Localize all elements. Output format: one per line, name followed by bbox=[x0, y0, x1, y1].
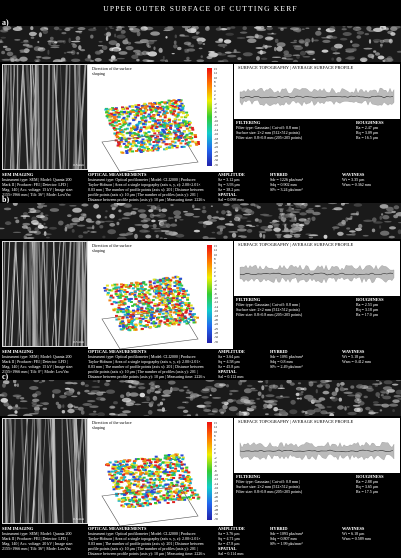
figure-title: UPPER OUTER SURFACE OF CUTTING KERF bbox=[0, 4, 401, 13]
amplitude-line: Sal = 0.112 mm bbox=[218, 374, 268, 379]
hybrid-line: SPc = 1.99 pks/mm² bbox=[270, 541, 332, 546]
filtering-line: Filter size: 0.8×0.8 mm (205×205 points) bbox=[236, 135, 302, 140]
topography-3d-panel: Direction of the surface shaping bbox=[88, 64, 203, 172]
colorbar-tick: -16 bbox=[214, 486, 218, 490]
colorbar-gradient bbox=[207, 245, 212, 343]
average-profile-panel: SURFACE TOPOGRAPHY | AVERAGE SURFACE PRO… bbox=[234, 418, 400, 473]
sem-texture bbox=[0, 203, 401, 239]
colorbar-tick: -35 bbox=[214, 340, 218, 344]
optical-line: Distance between profile points (axis y)… bbox=[88, 551, 216, 556]
sem-line: 2155×1966 mm | Tilt: 36° | Mode: LowVac bbox=[2, 192, 80, 197]
scale-bar-label: 0.5 mm bbox=[73, 340, 84, 344]
sem-detail-image: 0.5 mm bbox=[2, 64, 88, 170]
colorbar-tick: -16 bbox=[214, 309, 218, 313]
colorbar-tick: -32 bbox=[214, 158, 218, 162]
roughness-line: Rz = 17.0 μm bbox=[356, 312, 384, 317]
waviness-line: Wsm = 0.589 mm bbox=[342, 536, 400, 541]
sem-line: 2155×1966 mm | Tilt: 36° | Mode: LowVac bbox=[2, 546, 80, 551]
sem-texture bbox=[0, 26, 401, 62]
waviness-line: Wsm = 0.362 mm bbox=[342, 182, 400, 187]
optical-line: Distance between profile points (axis y)… bbox=[88, 197, 216, 202]
colorbar-tick: -32 bbox=[214, 512, 218, 516]
topography-3d-panel: Direction of the surface shaping bbox=[88, 418, 203, 526]
amplitude-line: Sal = 0.098 mm bbox=[218, 197, 268, 202]
amplitude-line: Sal = 0.114 mm bbox=[218, 551, 268, 556]
colorbar-tick: -16 bbox=[214, 132, 218, 136]
topography-3d-panel: Direction of the surface shaping bbox=[88, 241, 203, 349]
colorbar-tick: -35 bbox=[214, 163, 218, 167]
colorbar-tick: -22 bbox=[214, 145, 218, 149]
sem-detail-image: 0.5 mm bbox=[2, 241, 88, 347]
colorbar-tick: -35 bbox=[214, 517, 218, 521]
colorbar-tick: -32 bbox=[214, 335, 218, 339]
average-profile-panel: SURFACE TOPOGRAPHY | AVERAGE SURFACE PRO… bbox=[234, 241, 400, 296]
scale-bar-label: 0.5 mm bbox=[73, 517, 84, 521]
sem-strip-image bbox=[0, 203, 401, 239]
waviness-line: Wsm = 0.412 mm bbox=[342, 359, 400, 364]
sem-line: 2155×1966 mm | Tilt: 0° | Mode: LowVac bbox=[2, 369, 80, 374]
roughness-line: Rz = 17.5 μm bbox=[356, 489, 384, 494]
roughness-line: Rz = 16.5 μm bbox=[356, 135, 384, 140]
colorbar-gradient bbox=[207, 422, 212, 520]
colorbar-tick: -22 bbox=[214, 322, 218, 326]
hybrid-line: SPc = 3.24 pks/mm² bbox=[270, 187, 332, 192]
sem-strip-image bbox=[0, 26, 401, 62]
colorbar-gradient bbox=[207, 68, 212, 166]
hybrid-line: SPc = 2.49 pks/mm² bbox=[270, 364, 332, 369]
filtering-line: Filter size: 0.8×0.8 mm (205×205 points) bbox=[236, 489, 302, 494]
optical-line: Distance between profile points (axis y)… bbox=[88, 374, 216, 379]
colorbar-tick: -22 bbox=[214, 499, 218, 503]
sem-detail-image: 0.5 mm bbox=[2, 418, 88, 524]
filtering-line: Filter size: 0.8×0.8 mm (205×205 points) bbox=[236, 312, 302, 317]
sem-texture bbox=[0, 380, 401, 416]
average-profile-panel: SURFACE TOPOGRAPHY | AVERAGE SURFACE PRO… bbox=[234, 64, 400, 119]
scale-bar-label: 0.5 mm bbox=[73, 163, 84, 167]
sem-strip-image bbox=[0, 380, 401, 416]
